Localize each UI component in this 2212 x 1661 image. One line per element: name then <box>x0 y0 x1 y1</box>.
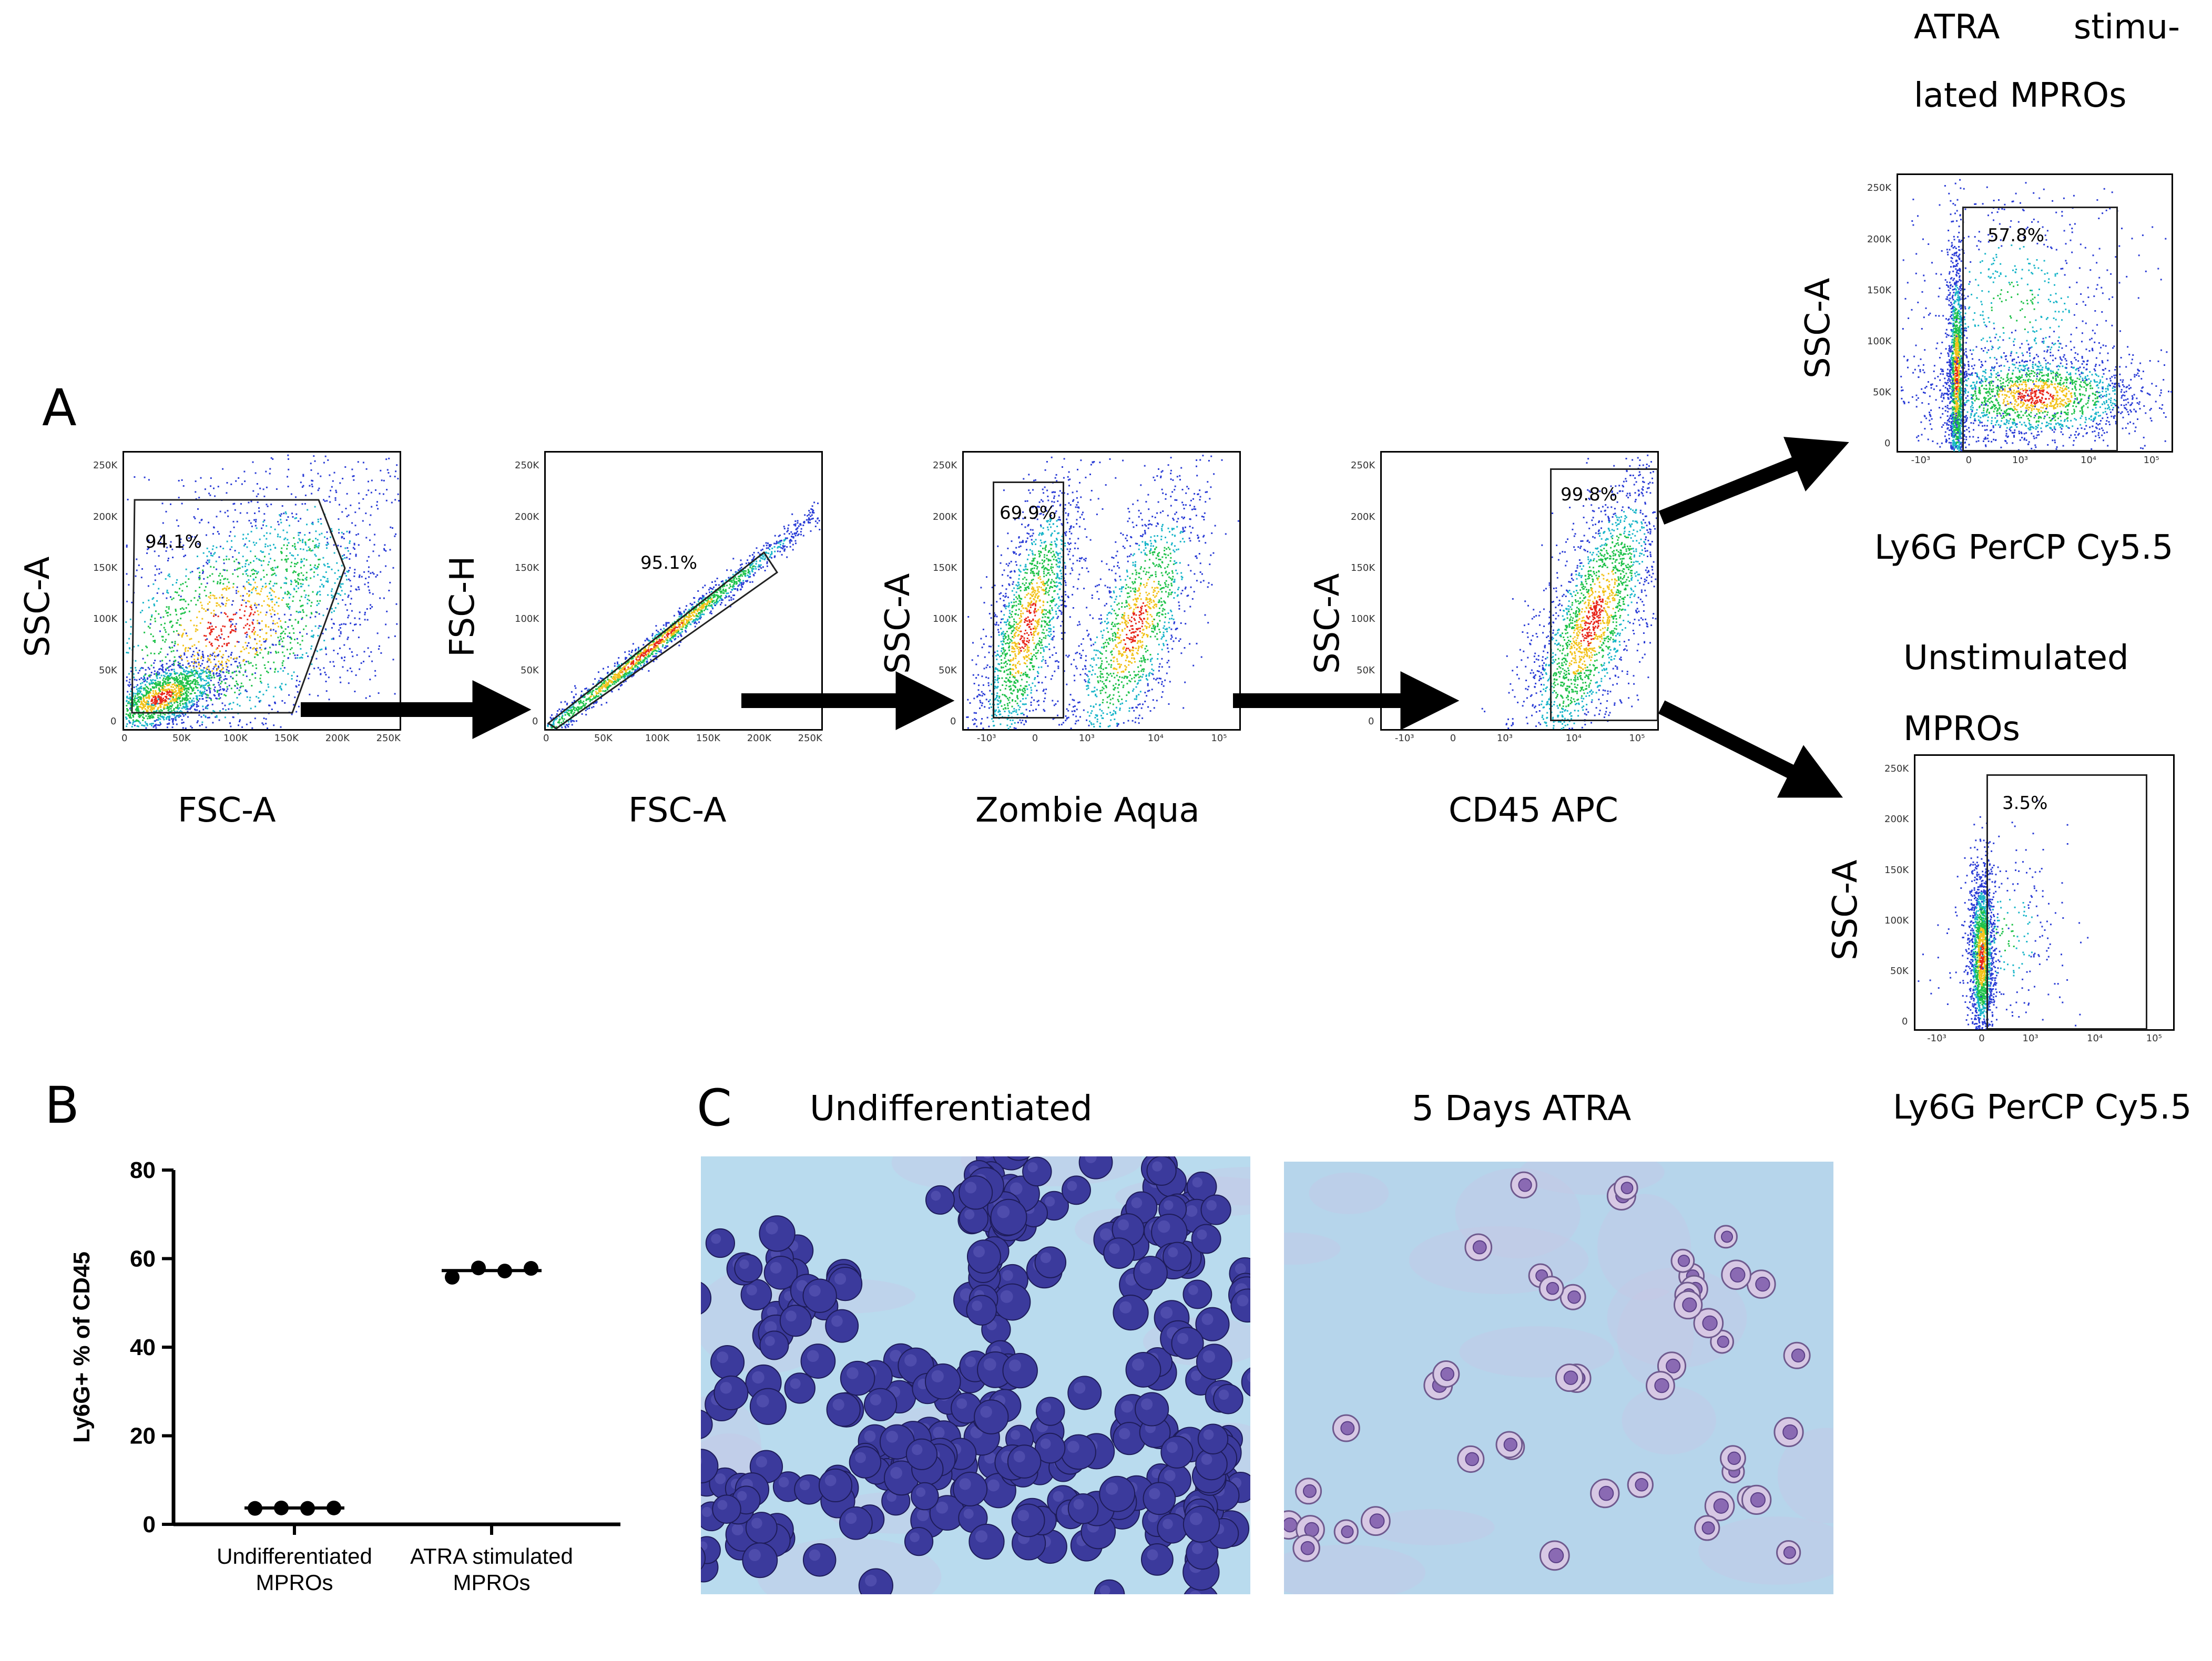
stained-cell <box>991 1199 1027 1235</box>
stained-cell <box>1242 1366 1250 1397</box>
y-tick-label: 60 <box>130 1246 156 1272</box>
micrograph-label-atra: 5 Days ATRA <box>1412 1088 1631 1129</box>
stained-cell <box>1104 1238 1134 1268</box>
micrograph-label-undifferentiated: Undifferentiated <box>810 1088 1093 1129</box>
stained-cell <box>967 1240 1001 1273</box>
stained-cell <box>1062 1176 1090 1204</box>
data-point <box>327 1501 341 1515</box>
data-point <box>471 1260 486 1275</box>
data-point <box>248 1501 262 1516</box>
x-category-label: ATRA stimulated <box>410 1544 573 1568</box>
stained-cell <box>1068 1494 1098 1523</box>
stained-cell <box>1113 1295 1148 1330</box>
stained-cell <box>760 1331 788 1359</box>
x-category-label: MPROs <box>256 1570 333 1595</box>
y-axis-title: Ly6G+ % of CD45 <box>69 1252 95 1443</box>
stained-cell <box>735 1255 762 1282</box>
stained-cell <box>1197 1344 1232 1379</box>
micrograph-atra <box>1284 1162 1833 1594</box>
stained-cell <box>911 1483 939 1510</box>
stained-cell <box>1036 1397 1064 1425</box>
arrow-5 <box>1661 707 1819 786</box>
stained-cell <box>959 1176 992 1209</box>
stained-cell <box>825 1310 858 1342</box>
stained-cell <box>925 1364 961 1399</box>
stained-cell <box>759 1216 794 1251</box>
stained-cell <box>974 1400 1008 1433</box>
stained-cell <box>1012 1504 1045 1537</box>
stained-cell <box>711 1346 744 1379</box>
stained-cell <box>1003 1354 1037 1388</box>
stained-cell <box>1184 1506 1219 1542</box>
micrograph-undifferentiated <box>701 1156 1250 1594</box>
stained-cell <box>712 1495 741 1523</box>
stained-cell <box>905 1527 933 1555</box>
stained-cell <box>785 1373 815 1403</box>
stained-cell <box>1201 1195 1230 1224</box>
stained-cell <box>1134 1256 1167 1289</box>
x-category-label: Undifferentiated <box>217 1544 372 1568</box>
stained-cell <box>1061 1435 1096 1470</box>
stained-cell <box>864 1389 896 1421</box>
panel-letter-c: C <box>697 1083 732 1133</box>
x-category-label: MPROs <box>453 1570 531 1595</box>
stained-cell <box>1035 1247 1066 1278</box>
stained-cell <box>1144 1482 1176 1514</box>
stained-cell <box>780 1305 811 1336</box>
stained-cell <box>1183 1280 1211 1308</box>
data-point <box>274 1501 289 1515</box>
stained-cell <box>1141 1544 1173 1575</box>
data-point <box>524 1261 538 1276</box>
stained-cell <box>969 1524 1004 1559</box>
stained-cell <box>1126 1352 1161 1387</box>
stained-cell <box>966 1295 996 1325</box>
stained-cell <box>1008 1445 1041 1478</box>
data-point <box>497 1264 512 1278</box>
stained-cell <box>1214 1385 1243 1414</box>
stained-cell <box>1198 1424 1228 1454</box>
stained-cell <box>1023 1157 1051 1186</box>
data-point <box>445 1270 460 1285</box>
stained-cell <box>1068 1376 1101 1409</box>
stained-cell <box>714 1376 748 1410</box>
stained-cell <box>827 1393 860 1426</box>
y-tick-label: 0 <box>143 1512 156 1537</box>
ly6g-dot-plot: 0 20 40 60 80 Ly6G+ % of CD45 Undifferentiated… <box>0 1135 657 1661</box>
y-tick-label: 80 <box>130 1157 156 1183</box>
stained-cell <box>1157 1514 1187 1543</box>
stained-cell <box>1147 1156 1176 1185</box>
stained-cell <box>1161 1437 1192 1468</box>
stained-cell <box>803 1544 836 1576</box>
stained-cell <box>850 1447 881 1478</box>
stained-cell <box>706 1229 735 1257</box>
stained-cell <box>819 1469 852 1502</box>
y-tick-label: 20 <box>130 1423 156 1449</box>
stained-cell <box>742 1543 777 1577</box>
stained-cell <box>801 1344 835 1378</box>
arrow-4 <box>1661 452 1824 518</box>
stained-cell <box>906 1439 937 1470</box>
data-point <box>300 1501 315 1516</box>
stained-cell <box>750 1389 786 1424</box>
stained-cell <box>1135 1392 1168 1426</box>
panel-letter-b: B <box>45 1080 79 1131</box>
stained-cell <box>953 1472 987 1506</box>
stained-cell <box>1192 1225 1221 1254</box>
stained-cell <box>803 1279 836 1312</box>
stained-cell <box>1099 1477 1135 1512</box>
stained-cell <box>926 1186 954 1214</box>
stained-cell <box>1163 1243 1191 1271</box>
y-tick-label: 40 <box>130 1335 156 1360</box>
stained-cell <box>841 1361 875 1396</box>
stained-cell <box>994 1284 1030 1320</box>
stained-cell <box>840 1507 872 1540</box>
